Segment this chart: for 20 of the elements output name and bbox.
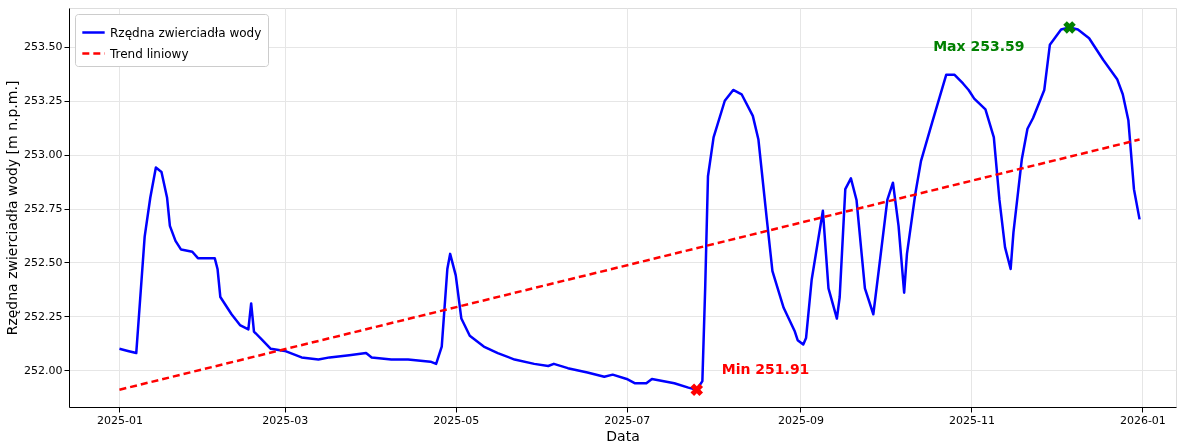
- annotation: Min 251.91: [721, 360, 810, 377]
- x-tick-label: 2025-11: [948, 413, 995, 427]
- y-tick-label: 252.25: [24, 309, 63, 323]
- annotation: Max 253.59: [933, 38, 1025, 55]
- x-tick-label: 2025-03: [262, 413, 309, 427]
- legend-label: Trend liniowy: [109, 46, 189, 61]
- y-tick-label: 253.25: [24, 94, 63, 108]
- y-tick-label: 252.75: [24, 202, 63, 216]
- x-tick-label: 2025-05: [433, 413, 480, 427]
- y-axis-title: Rzędna zwierciadła wody [m n.p.m.]: [4, 80, 21, 336]
- x-tick-label: 2025-09: [777, 413, 824, 427]
- y-tick-label: 253.00: [24, 148, 63, 162]
- y-tick-label: 253.50: [24, 40, 63, 54]
- legend-label: Rzędna zwierciadła wody: [110, 25, 262, 40]
- y-tick-label: 252.00: [24, 363, 63, 377]
- y-tick-label: 252.50: [24, 256, 63, 269]
- x-tick-label: 2025-01: [96, 413, 143, 427]
- x-tick-label: 2025-07: [604, 413, 651, 427]
- x-tick-label: 2026-01: [1119, 413, 1166, 427]
- x-axis-title: Data: [606, 427, 640, 444]
